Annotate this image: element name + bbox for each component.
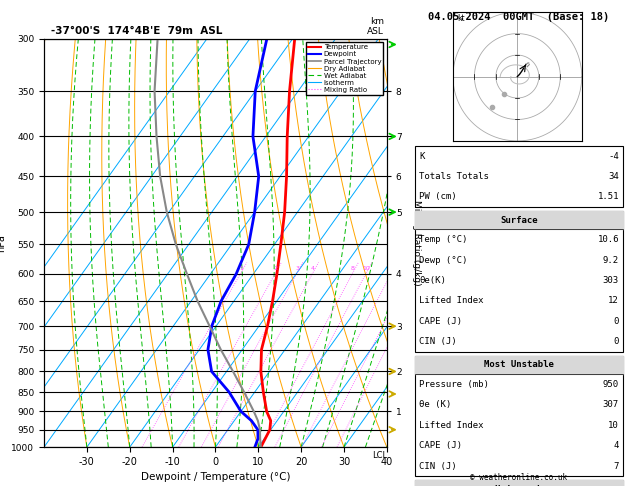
Text: 0: 0 [613, 337, 619, 346]
Text: 4: 4 [613, 441, 619, 450]
Y-axis label: hPa: hPa [0, 234, 6, 252]
Text: Surface: Surface [500, 216, 538, 225]
X-axis label: Dewpoint / Temperature (°C): Dewpoint / Temperature (°C) [141, 472, 290, 483]
Text: 950: 950 [603, 380, 619, 389]
Text: -37°00'S  174°4B'E  79m  ASL: -37°00'S 174°4B'E 79m ASL [51, 26, 222, 36]
Text: 4: 4 [311, 266, 315, 271]
Text: 3: 3 [295, 266, 299, 271]
Text: CIN (J): CIN (J) [419, 337, 457, 346]
Text: 1.51: 1.51 [598, 192, 619, 201]
Text: Totals Totals: Totals Totals [419, 172, 489, 181]
Text: CIN (J): CIN (J) [419, 462, 457, 470]
Text: θe(K): θe(K) [419, 276, 446, 285]
Text: 10: 10 [362, 266, 370, 271]
Text: Lifted Index: Lifted Index [419, 296, 484, 305]
Text: © weatheronline.co.uk: © weatheronline.co.uk [470, 473, 567, 482]
Text: Pressure (mb): Pressure (mb) [419, 380, 489, 389]
Text: 10: 10 [608, 421, 619, 430]
Text: θe (K): θe (K) [419, 400, 451, 409]
Text: 0: 0 [613, 317, 619, 326]
Text: 1: 1 [239, 266, 243, 271]
Text: 2: 2 [274, 266, 277, 271]
Text: kt: kt [457, 14, 465, 23]
Text: 34: 34 [608, 172, 619, 181]
Text: LCL: LCL [372, 451, 387, 460]
Text: 04.05.2024  00GMT  (Base: 18): 04.05.2024 00GMT (Base: 18) [428, 12, 610, 22]
Legend: Temperature, Dewpoint, Parcel Trajectory, Dry Adiabat, Wet Adiabat, Isotherm, Mi: Temperature, Dewpoint, Parcel Trajectory… [306, 42, 383, 95]
Text: CAPE (J): CAPE (J) [419, 441, 462, 450]
Text: Hodograph: Hodograph [495, 485, 543, 486]
Text: km
ASL: km ASL [367, 17, 384, 36]
Text: K: K [419, 152, 425, 160]
Text: Dewp (°C): Dewp (°C) [419, 256, 467, 264]
Text: Lifted Index: Lifted Index [419, 421, 484, 430]
Text: 12: 12 [608, 296, 619, 305]
Y-axis label: Mixing Ratio (g/kg): Mixing Ratio (g/kg) [412, 200, 421, 286]
Text: 7: 7 [613, 462, 619, 470]
Text: -4: -4 [608, 152, 619, 160]
Text: 303: 303 [603, 276, 619, 285]
Text: 307: 307 [603, 400, 619, 409]
Text: 8: 8 [351, 266, 355, 271]
Text: 9.2: 9.2 [603, 256, 619, 264]
Text: Most Unstable: Most Unstable [484, 361, 554, 369]
Text: CAPE (J): CAPE (J) [419, 317, 462, 326]
Text: 10.6: 10.6 [598, 235, 619, 244]
Text: PW (cm): PW (cm) [419, 192, 457, 201]
Text: Temp (°C): Temp (°C) [419, 235, 467, 244]
